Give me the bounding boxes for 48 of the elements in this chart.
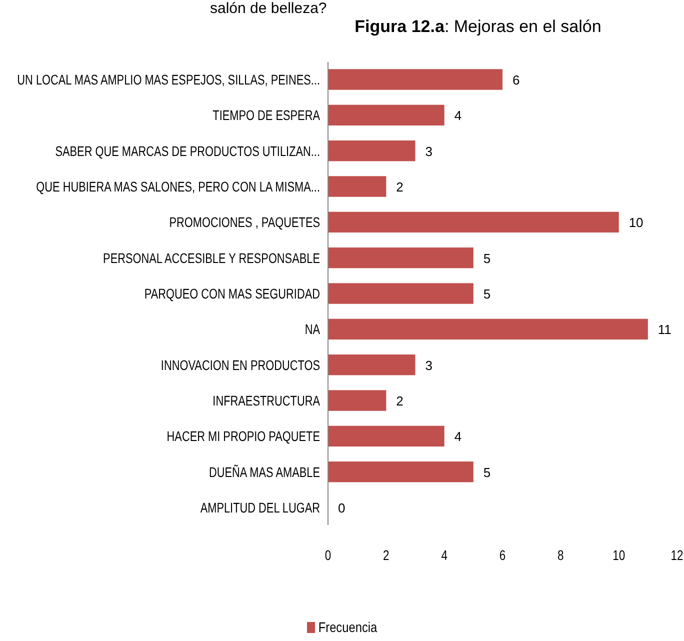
y-tick-label: TIEMPO DE ESPERA xyxy=(212,108,321,124)
data-label: 3 xyxy=(425,144,432,159)
data-label: 3 xyxy=(425,358,432,373)
data-label: 5 xyxy=(483,464,491,480)
x-tick-label: 4 xyxy=(441,548,448,564)
y-tick-label: PROMOCIONES , PAQUETES xyxy=(169,214,320,231)
bar xyxy=(328,426,444,447)
data-label: 4 xyxy=(454,108,462,124)
bar xyxy=(328,69,502,90)
text: salón de belleza? xyxy=(210,0,327,17)
bar xyxy=(328,140,416,162)
legend-label: Frecuencia xyxy=(318,619,378,636)
y-tick-label: HACER MI PROPIO PAQUETE xyxy=(166,428,320,445)
y-tick-label: QUE HUBIERA MAS SALONES, PERO CON LA MISMA... xyxy=(36,179,320,195)
x-tick-label: 8 xyxy=(558,548,564,564)
y-tick-label: AMPLITUD DEL LUGAR xyxy=(200,500,320,516)
bar xyxy=(328,104,444,126)
data-label: 6 xyxy=(512,72,520,88)
bar xyxy=(328,390,386,411)
bar xyxy=(328,354,416,376)
bar xyxy=(328,283,474,304)
y-tick-label: INFRAESTRUCTURA xyxy=(212,393,321,409)
data-label: 2 xyxy=(396,179,404,194)
data-label: 10 xyxy=(628,215,644,230)
x-tick-label: 12 xyxy=(670,548,684,564)
y-tick-label: UN LOCAL MAS AMPLIO MAS ESPEJOS, SILLAS, PEINES... xyxy=(17,72,320,88)
x-tick-label: 2 xyxy=(383,548,390,564)
x-tick-label: 10 xyxy=(612,548,626,564)
data-label: 0 xyxy=(338,500,346,516)
data-label: 5 xyxy=(483,250,491,266)
bar xyxy=(328,176,386,197)
bar xyxy=(328,318,648,340)
data-label: 11 xyxy=(658,322,672,338)
chart-title: Figura 12.a: Mejoras en el salón xyxy=(354,17,602,36)
x-tick-label: 0 xyxy=(324,548,332,564)
y-tick-label: INNOVACION EN PRODUCTOS xyxy=(160,358,320,374)
bar xyxy=(328,212,619,233)
data-label: 5 xyxy=(483,286,491,302)
data-label: 2 xyxy=(396,394,404,409)
y-tick-label: PERSONAL ACCESIBLE Y RESPONSABLE xyxy=(103,250,320,266)
x-tick-label: 6 xyxy=(499,548,506,564)
y-tick-label: DUEÑA MAS AMABLE xyxy=(209,463,320,480)
y-tick-label: NA xyxy=(304,322,321,338)
bar xyxy=(328,462,474,482)
y-tick-label: PARQUEO CON MAS SEGURIDAD xyxy=(144,286,320,302)
bar xyxy=(328,247,474,268)
y-tick-label: SABER QUE MARCAS DE PRODUCTOS UTILIZAN... xyxy=(55,144,320,160)
data-label: 4 xyxy=(454,429,462,444)
